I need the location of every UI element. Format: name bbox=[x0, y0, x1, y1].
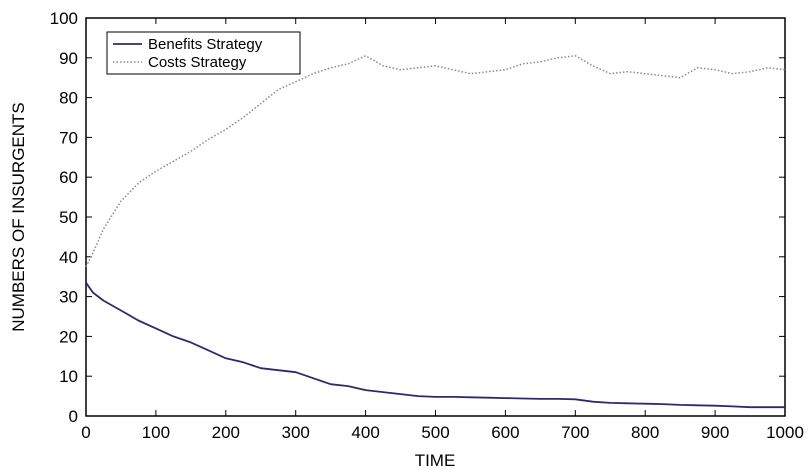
x-tick-label: 600 bbox=[491, 423, 519, 442]
x-tick-label: 100 bbox=[142, 423, 170, 442]
x-tick-label: 800 bbox=[631, 423, 659, 442]
x-tick-label: 0 bbox=[81, 423, 90, 442]
series-layer bbox=[85, 55, 786, 409]
x-tick-label: 300 bbox=[282, 423, 310, 442]
y-tick-label: 100 bbox=[50, 9, 78, 28]
plot-area-frame bbox=[85, 17, 786, 417]
y-tick-label: 40 bbox=[59, 248, 78, 267]
y-tick-label: 90 bbox=[59, 49, 78, 68]
y-tick-label: 50 bbox=[59, 208, 78, 227]
y-axis-title: NUMBERS OF INSURGENTS bbox=[9, 102, 28, 332]
x-tick-label: 1000 bbox=[766, 423, 804, 442]
y-tick-label: 70 bbox=[59, 128, 78, 147]
y-tick-label: 0 bbox=[69, 407, 78, 426]
y-tick-label: 10 bbox=[59, 367, 78, 386]
y-tick-label: 30 bbox=[59, 288, 78, 307]
x-axis-title: TIME bbox=[415, 451, 456, 469]
y-tick-label: 20 bbox=[59, 327, 78, 346]
y-tick-label: 60 bbox=[59, 168, 78, 187]
series-line-benefits-strategy bbox=[85, 282, 785, 409]
legend: Benefits Strategy Costs Strategy bbox=[106, 31, 301, 75]
x-tick-label: 400 bbox=[351, 423, 379, 442]
x-tick-label: 200 bbox=[212, 423, 240, 442]
legend-label-costs: Costs Strategy bbox=[148, 54, 247, 71]
series-line-costs-strategy bbox=[85, 55, 786, 268]
legend-label-benefits: Benefits Strategy bbox=[148, 36, 263, 53]
y-tick-label: 80 bbox=[59, 89, 78, 108]
legend-box bbox=[106, 31, 301, 75]
x-tick-label: 900 bbox=[701, 423, 729, 442]
x-tick-label: 500 bbox=[421, 423, 449, 442]
axis-ticks: 0 100 200 300 400 500 600 700 800 900 1000 0 10 20 30 4… bbox=[50, 9, 804, 442]
x-tick-label: 700 bbox=[561, 423, 589, 442]
